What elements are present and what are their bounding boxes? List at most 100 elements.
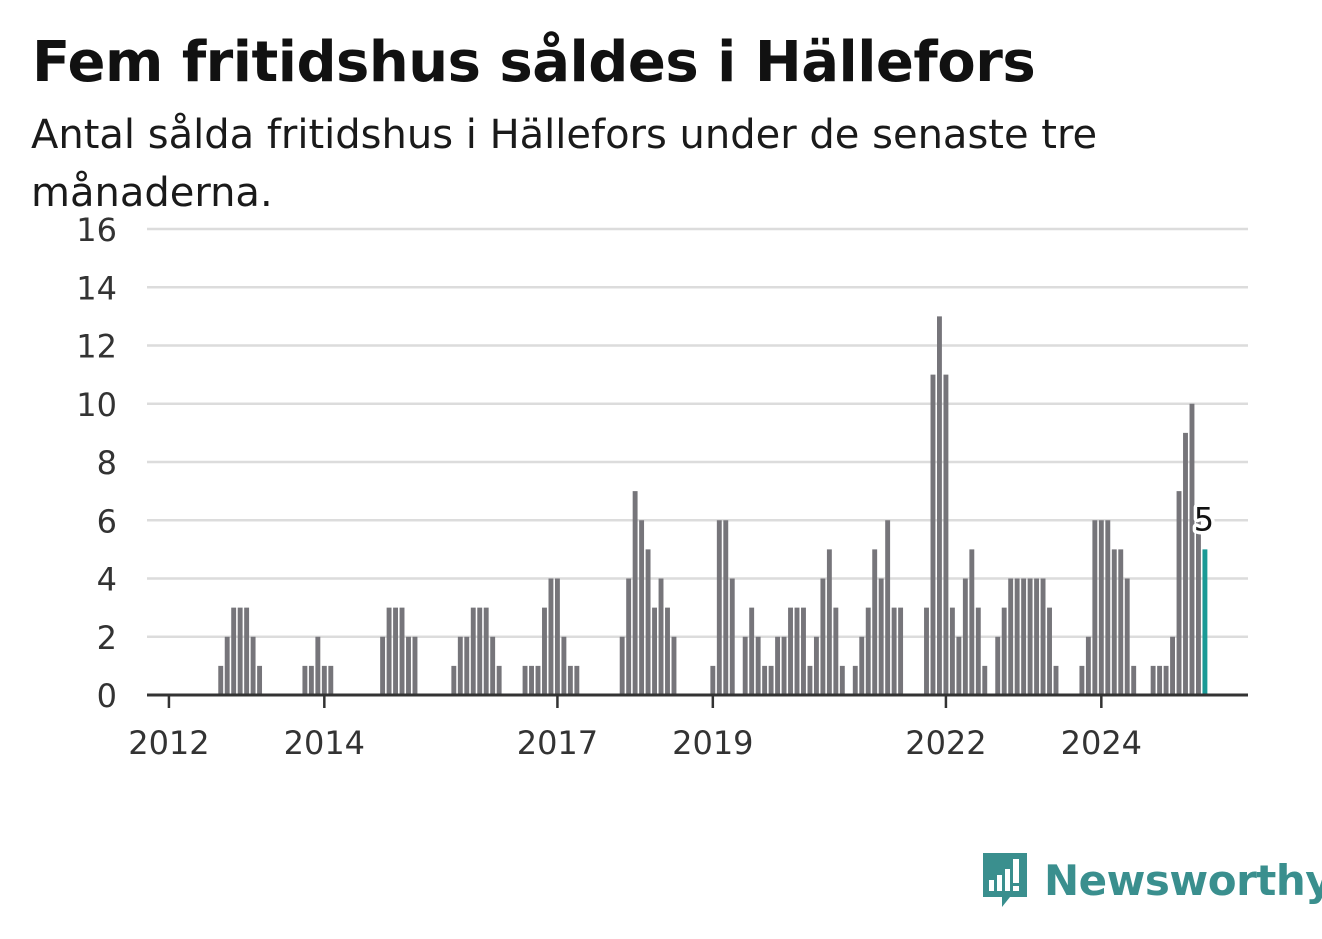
bar (975, 607, 981, 695)
bar (535, 665, 541, 695)
x-tick-label: 2019 (672, 724, 753, 762)
bar (1189, 403, 1195, 695)
bar (1014, 578, 1020, 695)
bar (380, 636, 386, 695)
bar (762, 665, 768, 695)
bar (1053, 665, 1059, 695)
bar (768, 665, 774, 695)
bar (775, 636, 781, 695)
bar (859, 636, 865, 695)
bar (1111, 549, 1117, 695)
bar (1098, 520, 1104, 695)
bar (1150, 665, 1156, 695)
bar (567, 665, 573, 695)
bar (671, 636, 677, 695)
bar (962, 578, 968, 695)
bar (308, 665, 314, 695)
bar (393, 607, 398, 695)
y-tick-label: 4 (97, 561, 117, 599)
bar (632, 491, 638, 695)
bar (781, 636, 787, 695)
bar (250, 636, 256, 695)
bar (645, 549, 651, 695)
bar (1085, 636, 1091, 695)
bar (1027, 578, 1033, 695)
y-tick-label: 2 (97, 619, 117, 657)
bar (865, 607, 871, 695)
x-tick-label: 2017 (517, 724, 598, 762)
bar (490, 636, 496, 695)
bar (483, 607, 489, 695)
y-tick-label: 12 (76, 328, 117, 366)
bar (1001, 607, 1007, 695)
bar (885, 520, 891, 695)
bar (257, 665, 263, 695)
bar (801, 607, 806, 695)
data-labels: 5 (1190, 497, 1217, 542)
bar (302, 665, 308, 695)
bar (412, 636, 418, 695)
bar-highlight (1202, 549, 1208, 695)
bar (224, 636, 230, 695)
y-tick-label: 10 (76, 386, 117, 424)
bar (1079, 665, 1085, 695)
newsworthy-logo: Newsworthy (980, 848, 1322, 912)
bar (1008, 578, 1014, 695)
bar (839, 665, 845, 695)
bar (1170, 636, 1175, 695)
x-tick-label: 2012 (128, 724, 209, 762)
bar (1124, 578, 1130, 695)
bar (315, 636, 321, 695)
bar (574, 665, 580, 695)
bar (813, 636, 819, 695)
bar (470, 607, 476, 695)
highlight-value-label: 5 (1194, 500, 1214, 538)
bar (710, 665, 716, 695)
y-axis-ticks: 0 2 4 6 8 10 12 14 16 (76, 211, 117, 715)
bar (1157, 665, 1163, 695)
y-tick-label: 6 (97, 502, 117, 540)
bar (244, 607, 250, 695)
bar (1176, 491, 1182, 695)
bar (457, 636, 463, 695)
bar (826, 549, 832, 695)
bar (554, 578, 560, 695)
bar (930, 374, 936, 695)
bar (496, 665, 502, 695)
bar (1034, 578, 1040, 695)
bar (639, 520, 645, 695)
bar (749, 607, 755, 695)
bar (742, 636, 748, 695)
bar (969, 549, 975, 695)
bar (943, 374, 949, 695)
bar (237, 607, 243, 695)
bar (729, 578, 735, 695)
bar (477, 607, 483, 695)
bar (937, 316, 942, 695)
y-tick-label: 14 (76, 269, 117, 307)
bar (1105, 520, 1111, 695)
y-tick-label: 8 (97, 444, 117, 482)
bar (386, 607, 392, 695)
bar (665, 607, 670, 695)
bar (982, 665, 988, 695)
newsworthy-logo-icon (983, 853, 1027, 907)
x-tick-label: 2024 (1061, 724, 1142, 762)
bar (1183, 432, 1188, 695)
bar (658, 578, 664, 695)
bar (231, 607, 237, 695)
bar (542, 607, 547, 695)
bar (788, 607, 793, 695)
bar (898, 607, 904, 695)
bar (755, 636, 761, 695)
bar (626, 578, 632, 695)
bar (1092, 520, 1098, 695)
bar (1021, 578, 1027, 695)
bar (872, 549, 878, 695)
bar (956, 636, 962, 695)
bar (1196, 520, 1201, 695)
bar (561, 636, 567, 695)
bar (529, 665, 534, 695)
chart-subtitle: Antal sålda fritidshus i Hällefors under… (31, 112, 1098, 216)
bar (995, 636, 1001, 695)
